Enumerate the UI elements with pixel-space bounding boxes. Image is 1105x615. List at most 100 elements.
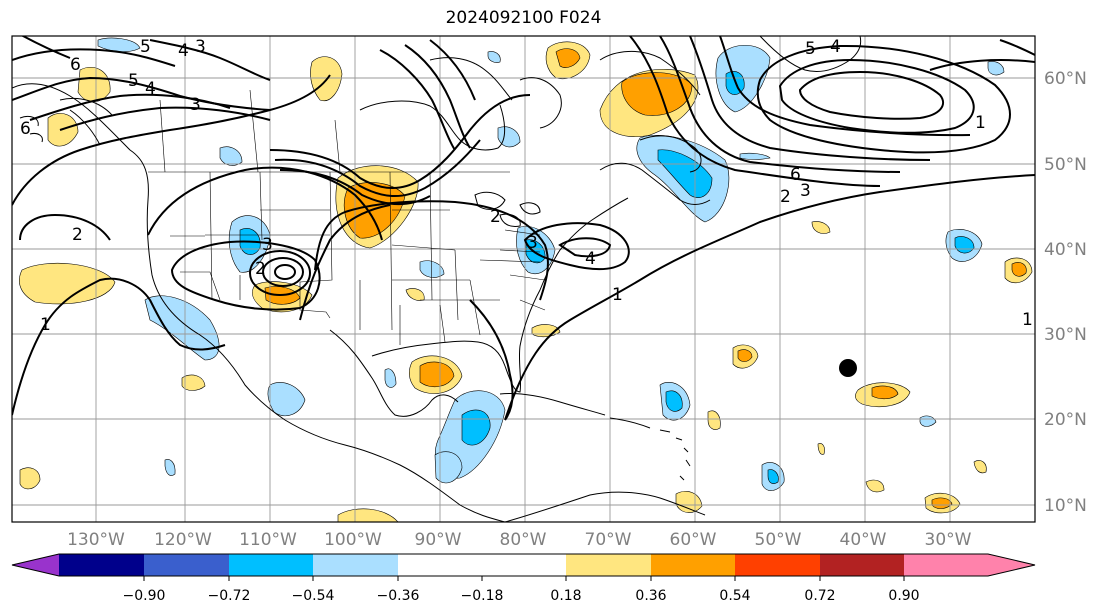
lon-tick-label: 80°W [500,530,547,550]
anomaly-patch [987,61,1005,76]
anomaly-patch [555,48,581,68]
coastlines [12,36,862,522]
contour-label: 4 [178,41,189,61]
contour-label: 5 [128,71,139,91]
lon-tick-label: 100°W [324,530,382,550]
contour-label: 3 [190,95,201,115]
contour-label: 2 [72,225,83,245]
lon-tick-label: 110°W [239,530,297,550]
colorbar-tick-label: −0.72 [208,588,251,604]
anomaly-patch [144,295,220,361]
anomaly-patch [19,262,116,305]
anomaly-patch [219,146,243,166]
anomaly-patch [931,497,953,509]
anomaly-patch [434,451,463,484]
contour-label: 1 [975,113,986,133]
contour-label: 5 [805,39,816,59]
lat-tick-label: 10°N [1044,496,1087,516]
anomaly-patch [865,479,885,493]
anomaly-patch [77,66,111,103]
lon-tick-label: 40°W [840,530,887,550]
anomaly-patch [419,260,445,278]
map-area: 6 5 4 3 2 1 6 2 3 4 2 1 1 3 5 4 3 2 6 5 … [12,36,1035,522]
lat-tick-label: 30°N [1044,325,1087,345]
map-title: 2024092100 F024 [445,8,602,28]
storm-position-marker [839,359,857,377]
colorbar-tick-label: −0.36 [377,588,420,604]
contour-label: 3 [195,37,206,57]
lon-tick-label: 60°W [670,530,717,550]
contour-labels: 6 5 4 3 2 1 6 2 3 4 2 1 1 3 5 4 3 2 6 5 … [20,37,1033,335]
colorbar-tick-label: 0.36 [635,588,666,604]
contour-label: 6 [70,55,81,75]
contour-label: 1 [1022,310,1033,330]
anomaly-patch [665,390,683,412]
anomaly-patch [811,221,831,234]
colorbar-tick-label: 0.72 [804,588,835,604]
lat-tick-label: 60°N [1044,69,1087,89]
colorbar-cell [651,554,735,576]
colorbar-cell [229,554,313,576]
anomaly-patch [737,349,753,362]
contour-label: 3 [800,181,811,201]
anomaly-patch [1011,262,1027,277]
colorbar-cell [735,554,820,576]
colorbar-cell [12,554,59,576]
lat-tick-label: 20°N [1044,410,1087,430]
latitude-labels: 60°N 50°N 40°N 30°N 20°N 10°N [1044,69,1087,516]
contour-label: 4 [830,37,841,57]
anomaly-patch [621,72,693,116]
colorbar-tick-label: 0.54 [719,588,750,604]
anomaly-patch [767,469,779,484]
contour-label: 6 [790,165,801,185]
anomaly-patch [497,126,521,148]
colorbar-tick-label: −0.54 [292,588,335,604]
anomaly-patch [419,361,455,388]
longitude-labels: 130°W 120°W 110°W 100°W 90°W 80°W 70°W 6… [67,530,972,550]
lon-tick-label: 30°W [925,530,972,550]
colorbar-outline [11,553,1036,577]
colorbar-cell [482,554,566,576]
colorbar-cell [566,554,651,576]
anomaly-patch [657,149,713,198]
contour-label: 2 [780,187,791,207]
contour-label: 5 [140,37,151,57]
anomaly-patch [384,368,397,388]
anomaly-patch [707,410,721,430]
colorbar-cell [59,554,144,576]
contour-label: 4 [585,249,596,269]
colorbar [11,553,1036,577]
lat-tick-label: 40°N [1044,240,1087,260]
contour-label: 2 [490,207,501,227]
colorbar-ticks [143,576,905,581]
contour-label: 2 [255,259,266,279]
anomaly-patch [871,385,899,400]
anomaly-patch [739,152,771,160]
colorbar-tick-label: −0.90 [123,588,166,604]
colorbar-cell [144,554,229,576]
colorbar-cell [820,554,904,576]
colorbar-tick-label: −0.18 [461,588,504,604]
contour-label: 3 [262,235,273,255]
negative-anomaly-patches [97,37,1005,491]
anomaly-patch [19,467,41,490]
anomaly-patch [973,460,987,474]
contour-label: 1 [40,315,51,335]
colorbar-cell [904,554,1035,576]
colorbar-cell [313,554,398,576]
map-frame [11,35,1036,523]
colorbar-tick-label: 0.90 [888,588,919,604]
colorbar-cell [398,554,482,576]
colorbar-tick-label: 0.18 [550,588,581,604]
contour-label: 4 [145,79,156,99]
lon-tick-label: 130°W [67,530,125,550]
colorbar-labels: −0.90 −0.72 −0.54 −0.36 −0.18 0.18 0.36 … [123,588,920,604]
contour-label: 1 [612,285,623,305]
lon-tick-label: 50°W [755,530,802,550]
lon-tick-label: 70°W [585,530,632,550]
anomaly-patch [817,443,825,455]
lon-tick-label: 120°W [154,530,212,550]
anomaly-patch [675,491,703,513]
lat-tick-label: 50°N [1044,155,1087,175]
